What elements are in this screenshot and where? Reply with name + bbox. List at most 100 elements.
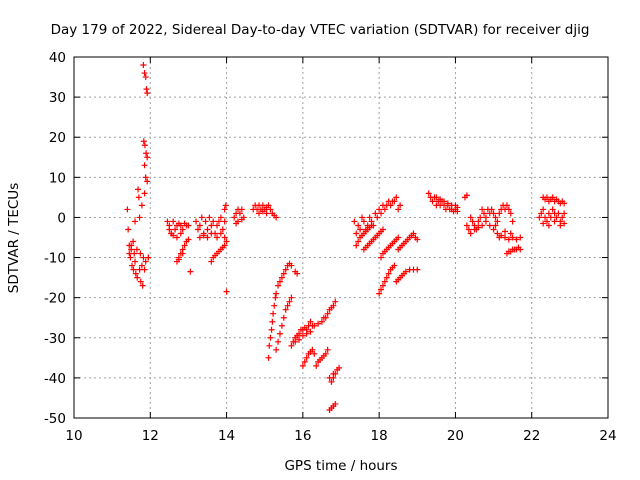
data-point [475, 218, 482, 225]
data-point [208, 230, 215, 237]
data-point [282, 306, 289, 313]
data-point [551, 218, 558, 225]
data-point [238, 206, 245, 213]
data-point [494, 230, 501, 237]
data-point [164, 218, 171, 225]
x-axis-ticks: 10 12 14 16 18 20 22 24 [65, 57, 617, 444]
data-point [223, 238, 230, 245]
x-tick-label: 18 [371, 428, 388, 444]
data-point [387, 202, 394, 209]
data-point [545, 210, 552, 217]
data-point [233, 220, 240, 227]
data-point [145, 254, 152, 261]
data-point [353, 242, 360, 249]
data-point [221, 218, 228, 225]
data-point [139, 282, 146, 289]
data-point [301, 358, 308, 365]
data-point [280, 314, 287, 321]
data-point [255, 210, 262, 217]
data-point [288, 294, 295, 301]
data-point [267, 206, 274, 213]
data-point [179, 250, 186, 257]
data-point [141, 190, 148, 197]
data-point [214, 234, 221, 241]
data-point [509, 234, 516, 241]
data-point [357, 226, 364, 233]
data-point [355, 222, 362, 229]
data-point [481, 210, 488, 217]
data-point [132, 258, 139, 265]
data-point [379, 282, 386, 289]
data-point [490, 226, 497, 233]
data-point [502, 234, 509, 241]
data-point [378, 286, 385, 293]
data-point [360, 218, 367, 225]
y-tick-label: 10 [49, 170, 66, 186]
data-point [355, 238, 362, 245]
data-point [270, 310, 277, 317]
data-point [292, 338, 299, 345]
data-point [414, 266, 421, 273]
data-point [140, 138, 147, 145]
y-tick-label: -20 [44, 291, 66, 307]
data-point [494, 218, 501, 225]
x-tick-label: 20 [447, 428, 464, 444]
data-point [492, 214, 499, 221]
data-point [561, 200, 568, 207]
data-point [395, 206, 402, 213]
data-point [517, 234, 524, 241]
data-point [385, 270, 392, 277]
data-points [124, 62, 568, 413]
data-point [545, 222, 552, 229]
data-point [268, 326, 275, 333]
data-point [132, 270, 139, 277]
data-point [267, 334, 274, 341]
data-point [425, 190, 432, 197]
data-point [141, 142, 148, 149]
data-point [549, 206, 556, 213]
data-point [490, 210, 497, 217]
data-point [498, 232, 505, 239]
data-point [463, 222, 470, 229]
data-point [324, 310, 331, 317]
y-tick-label: -40 [44, 371, 66, 387]
data-point [278, 274, 285, 281]
data-point [202, 218, 209, 225]
data-point [273, 346, 280, 353]
data-point [204, 226, 211, 233]
data-point [222, 202, 229, 209]
data-point [471, 226, 478, 233]
y-tick-label: -30 [44, 331, 66, 347]
data-point [561, 220, 568, 227]
data-point [177, 222, 184, 229]
data-point [288, 342, 295, 349]
data-point [475, 224, 482, 231]
y-tick-label: 40 [49, 50, 66, 66]
data-point [231, 214, 238, 221]
data-point [137, 278, 144, 285]
data-point [185, 222, 192, 229]
data-point [208, 222, 215, 229]
data-point [372, 210, 379, 217]
data-point [353, 230, 360, 237]
data-point [273, 290, 280, 297]
data-point [332, 400, 339, 407]
data-point [303, 354, 310, 361]
data-point [172, 226, 179, 233]
data-point [175, 256, 182, 263]
x-tick-label: 12 [142, 428, 159, 444]
data-point [221, 242, 228, 249]
data-point [330, 302, 337, 309]
data-point [200, 232, 207, 239]
data-point [559, 214, 566, 221]
data-point [324, 346, 331, 353]
data-point [179, 226, 186, 233]
data-point [135, 194, 142, 201]
data-point [395, 234, 402, 241]
data-point [557, 222, 564, 229]
data-point [313, 362, 320, 369]
data-point [141, 266, 148, 273]
data-point [215, 218, 222, 225]
data-point [538, 210, 545, 217]
data-point [543, 218, 550, 225]
